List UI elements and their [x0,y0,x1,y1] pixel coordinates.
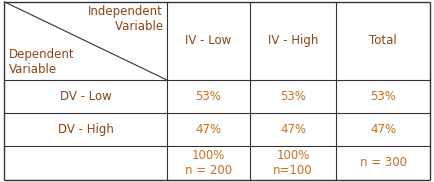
Text: 47%: 47% [370,123,396,136]
Text: 53%: 53% [280,90,306,103]
Text: 47%: 47% [280,123,306,136]
Text: n = 300: n = 300 [359,156,407,169]
Text: 53%: 53% [195,90,221,103]
Text: Total: Total [369,34,397,48]
Text: IV - Low: IV - Low [185,34,231,48]
Text: Independent
        Variable: Independent Variable [85,5,163,33]
Text: DV - High: DV - High [58,123,114,136]
Text: 47%: 47% [195,123,221,136]
Text: Dependent
Variable: Dependent Variable [9,48,74,76]
Text: DV - Low: DV - Low [60,90,112,103]
Text: IV - High: IV - High [268,34,318,48]
Text: 53%: 53% [370,90,396,103]
Text: 100%
n=100: 100% n=100 [273,149,313,177]
Text: 100%
n = 200: 100% n = 200 [185,149,232,177]
